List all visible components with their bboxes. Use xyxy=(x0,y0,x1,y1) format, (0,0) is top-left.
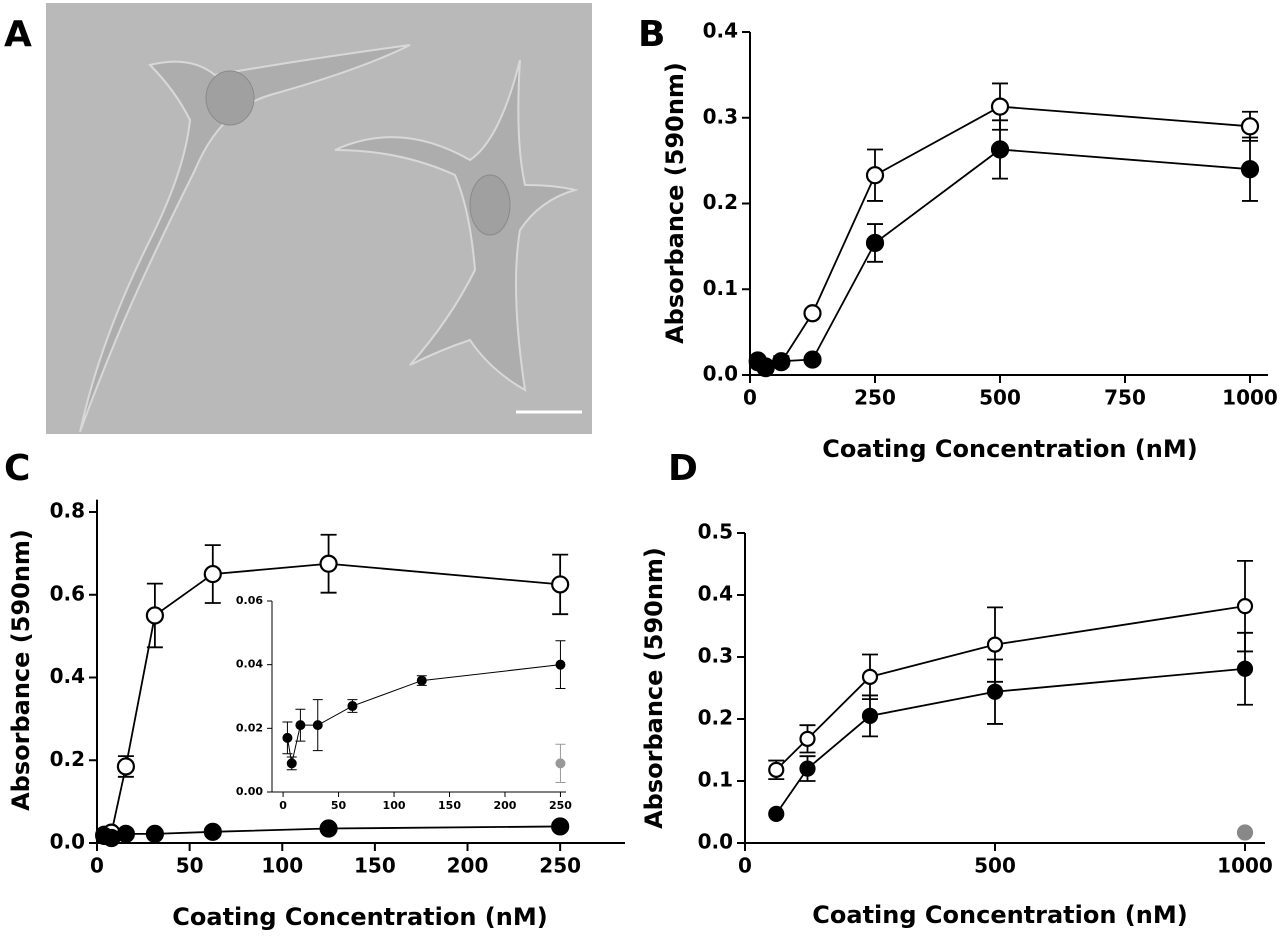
y-tick-label: 0.0 xyxy=(50,830,85,854)
x-tick-label: 1000 xyxy=(1217,854,1273,878)
data-point xyxy=(990,97,1010,116)
data-point xyxy=(803,350,822,369)
data-point xyxy=(861,707,879,725)
panel-label: D xyxy=(668,448,698,489)
data-point xyxy=(555,758,566,769)
data-point xyxy=(803,304,822,323)
data-point xyxy=(203,564,222,584)
y-tick-label: 0.2 xyxy=(698,706,733,730)
y-tick-label: 0.6 xyxy=(50,581,85,605)
data-point xyxy=(986,683,1004,700)
series-line xyxy=(103,562,561,836)
y-tick-label: 0.4 xyxy=(703,19,738,43)
x-tick-label: 250 xyxy=(549,799,572,812)
micrograph: A xyxy=(4,3,592,434)
cell xyxy=(334,59,579,392)
x-tick-label: 150 xyxy=(438,799,461,812)
x-tick-label: 250 xyxy=(539,854,581,878)
y-tick-label: 0.2 xyxy=(50,747,85,771)
series-line xyxy=(775,605,1246,771)
y-tick-label: 0.4 xyxy=(698,582,733,606)
data-point xyxy=(319,819,338,838)
data-point xyxy=(799,730,816,747)
data-point xyxy=(116,757,136,776)
data-point xyxy=(416,675,427,686)
nucleus xyxy=(205,70,255,126)
y-tick-label: 0.3 xyxy=(703,104,738,128)
x-tick-label: 200 xyxy=(447,854,489,878)
data-point xyxy=(865,233,885,253)
y-tick-label: 0.5 xyxy=(698,520,733,544)
data-point xyxy=(768,761,785,778)
y-tick-label: 0.1 xyxy=(703,276,738,300)
data-point xyxy=(282,732,293,743)
x-tick-label: 500 xyxy=(979,386,1021,410)
y-axis-label: Absorbance (590nm) xyxy=(7,529,35,811)
x-tick-label: 500 xyxy=(974,854,1016,878)
data-point xyxy=(1240,117,1260,136)
x-tick-label: 150 xyxy=(354,854,396,878)
data-point xyxy=(145,606,164,625)
data-point xyxy=(347,701,358,712)
y-tick-label: 0.2 xyxy=(703,190,738,214)
data-point xyxy=(555,659,566,670)
x-axis-label: Coating Concentration (nM) xyxy=(812,901,1187,929)
data-point xyxy=(1236,598,1254,615)
x-tick-label: 0 xyxy=(738,854,752,878)
data-point xyxy=(116,824,136,843)
x-axis-label: Coating Concentration (nM) xyxy=(172,903,547,931)
series-line xyxy=(775,667,1246,815)
x-tick-label: 1000 xyxy=(1222,386,1278,410)
x-tick-label: 50 xyxy=(176,854,204,878)
y-tick-label: 0.04 xyxy=(236,658,263,671)
y-tick-label: 0.8 xyxy=(50,499,85,523)
cell xyxy=(79,44,411,433)
data-point xyxy=(286,758,297,769)
x-tick-label: 50 xyxy=(331,799,347,812)
x-tick-label: 0 xyxy=(743,386,757,410)
x-tick-label: 100 xyxy=(383,799,406,812)
data-point xyxy=(1240,160,1260,179)
y-tick-label: 0.4 xyxy=(50,664,85,688)
y-tick-label: 0.02 xyxy=(236,721,263,734)
data-point xyxy=(772,352,791,371)
y-tick-label: 0.0 xyxy=(698,830,733,854)
data-point xyxy=(551,817,570,836)
data-point xyxy=(1236,660,1254,677)
x-tick-label: 200 xyxy=(493,799,516,812)
y-axis-label: Absorbance (590nm) xyxy=(640,547,668,829)
nucleus xyxy=(469,174,511,236)
data-point xyxy=(551,575,570,594)
data-point xyxy=(861,668,879,685)
data-point xyxy=(203,822,222,841)
data-point xyxy=(319,554,338,573)
y-tick-label: 0.1 xyxy=(698,768,733,792)
y-axis-label: Absorbance (590nm) xyxy=(661,62,689,344)
data-point xyxy=(990,140,1010,159)
panel-label: B xyxy=(638,14,665,55)
y-tick-label: 0.06 xyxy=(236,594,263,607)
data-point xyxy=(1236,824,1254,841)
x-tick-label: 750 xyxy=(1104,386,1146,410)
x-axis-label: Coating Concentration (nM) xyxy=(822,435,1197,463)
y-tick-label: 0.00 xyxy=(236,785,263,798)
x-tick-label: 250 xyxy=(854,386,896,410)
x-tick-label: 100 xyxy=(261,854,303,878)
data-point xyxy=(986,636,1004,653)
data-point xyxy=(312,720,323,731)
x-tick-label: 0 xyxy=(90,854,104,878)
data-point xyxy=(865,166,885,185)
panel-label: A xyxy=(4,14,32,55)
data-point xyxy=(756,359,775,378)
data-point xyxy=(799,760,816,777)
data-point xyxy=(295,720,306,731)
y-tick-label: 0.0 xyxy=(703,362,738,386)
data-point xyxy=(768,805,785,822)
y-tick-label: 0.3 xyxy=(698,644,733,668)
panel-label: C xyxy=(4,448,30,489)
data-point xyxy=(145,824,164,843)
x-tick-label: 0 xyxy=(279,799,287,812)
series-line xyxy=(757,148,1251,370)
